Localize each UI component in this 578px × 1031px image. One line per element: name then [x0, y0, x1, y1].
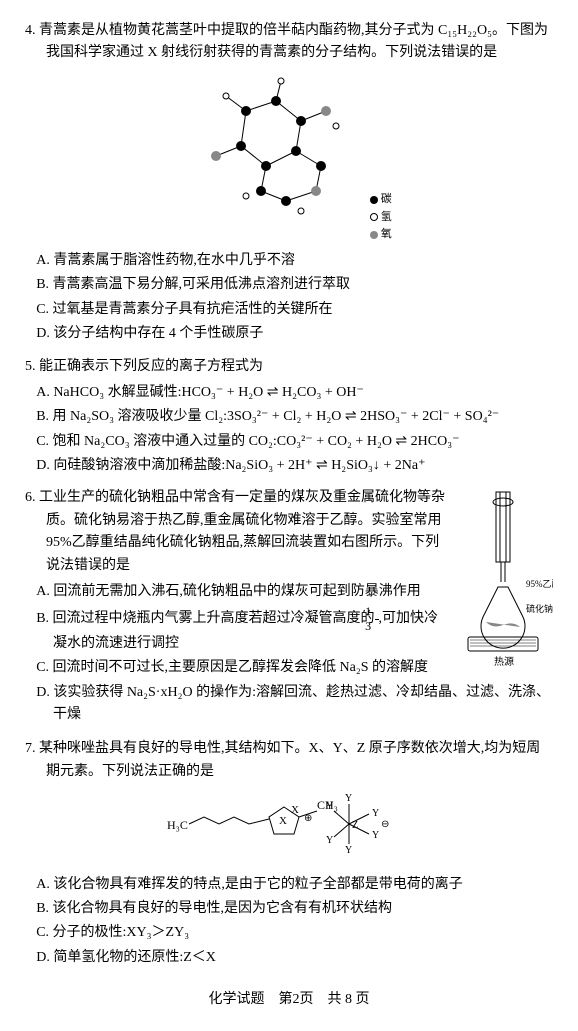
q7-stem: 7. 某种咪唑盐具有良好的导电性,其结构如下。X、Y、Z 原子序数依次增大,均为…: [25, 738, 553, 783]
imidazolium-structure: X X ⊕ H₃C CH₃ YY YY YY Z ⊖: [159, 789, 419, 859]
svg-text:Y: Y: [372, 830, 379, 841]
svg-text:Y: Y: [326, 835, 333, 846]
q6-stem-text: 工业生产的硫化钠粗品中常含有一定量的煤灰及重金属硫化物等杂质。硫化钠易溶于热乙醇…: [39, 490, 445, 572]
q6-b-pre: B. 回流过程中烧瓶内气雾上升高度若超过冷凝管高度的: [36, 611, 374, 626]
page-footer: 化学试题 第2页 共 8 页: [25, 989, 553, 1011]
q7-fig-left: H₃C: [167, 818, 188, 832]
q4-stem-text: 青蒿素是从植物黄花蒿茎叶中提取的倍半萜内酯药物,其分子式为 C₁₅H₂₂O₅。下…: [39, 23, 548, 60]
q6-fig-label-sample: 硫化钠粗品: [526, 603, 553, 614]
legend-oxygen: 氧: [381, 228, 392, 240]
svg-text:Y: Y: [345, 793, 352, 804]
q4-number: 4.: [25, 23, 36, 38]
legend-hydrogen: 氢: [381, 211, 392, 223]
artemisinin-structure: [186, 71, 366, 221]
question-7: 7. 某种咪唑盐具有良好的导电性,其结构如下。X、Y、Z 原子序数依次增大,均为…: [25, 738, 553, 969]
q4-option-d: D. 该分子结构中存在 4 个手性碳原子: [25, 323, 553, 345]
svg-text:Y: Y: [345, 845, 352, 856]
svg-text:⊖: ⊖: [381, 819, 389, 830]
q7-figure: X X ⊕ H₃C CH₃ YY YY YY Z ⊖: [25, 789, 553, 867]
legend-carbon: 碳: [381, 193, 392, 205]
q5-option-b: B. 用 Na₂SO₃ 溶液吸收少量 Cl₂:3SO₃²⁻ + Cl₂ + H₂…: [25, 406, 553, 428]
q4-option-b: B. 青蒿素高温下易分解,可采用低沸点溶剂进行萃取: [25, 274, 553, 296]
svg-text:Y: Y: [372, 808, 379, 819]
question-5: 5. 能正确表示下列反应的离子方程式为 A. NaHCO₃ 水解显碱性:HCO₃…: [25, 356, 553, 478]
q4-figure: 碳 氢 氧: [25, 71, 553, 244]
svg-text:X: X: [291, 804, 299, 816]
q4-stem: 4. 青蒿素是从植物黄花蒿茎叶中提取的倍半萜内酯药物,其分子式为 C₁₅H₂₂O…: [25, 20, 553, 65]
q5-number: 5.: [25, 359, 36, 374]
svg-text:Z: Z: [352, 820, 358, 831]
q5-stem: 5. 能正确表示下列反应的离子方程式为: [25, 356, 553, 378]
q6-option-d: D. 该实验获得 Na₂S·xH₂O 的操作为:溶解回流、趁热过滤、冷却结晶、过…: [25, 682, 553, 727]
question-6: 95%乙醇 硫化钠粗品 热源 6. 工业生产的硫化钠粗品中常含有一定量的煤灰及重…: [25, 487, 553, 728]
q7-option-c: C. 分子的极性:XY₃＞ZY₃: [25, 922, 553, 944]
q4-option-a: A. 青蒿素属于脂溶性药物,在水中几乎不溶: [25, 250, 553, 272]
q6-fig-label-ethanol: 95%乙醇: [526, 578, 553, 589]
q7-option-a: A. 该化合物具有难挥发的特点,是由于它的粒子全部都是带电荷的离子: [25, 874, 553, 896]
svg-text:X: X: [279, 815, 287, 827]
q6-fig-label-heat: 热源: [494, 655, 514, 668]
q7-option-b: B. 该化合物具有良好的导电性,是因为它含有有机环状结构: [25, 898, 553, 920]
q7-number: 7.: [25, 741, 36, 756]
q4-option-c: C. 过氧基是青蒿素分子具有抗疟活性的关键所在: [25, 299, 553, 321]
q5-option-d: D. 向硅酸钠溶液中滴加稀盐酸:Na₂SiO₃ + 2H⁺ ⇌ H₂SiO₃↓ …: [25, 455, 553, 477]
q5-option-a: A. NaHCO₃ 水解显碱性:HCO₃⁻ + H₂O ⇌ H₂CO₃ + OH…: [25, 382, 553, 404]
q7-option-d: D. 简单氢化物的还原性:Z＜X: [25, 947, 553, 969]
q6-figure: 95%乙醇 硫化钠粗品 热源: [458, 487, 553, 680]
q5-stem-text: 能正确表示下列反应的离子方程式为: [39, 359, 263, 374]
q4-legend: 碳 氢 氧: [370, 191, 392, 244]
q5-option-c: C. 饱和 Na₂CO₃ 溶液中通入过量的 CO₂:CO₃²⁻ + CO₂ + …: [25, 431, 553, 453]
question-4: 4. 青蒿素是从植物黄花蒿茎叶中提取的倍半萜内酯药物,其分子式为 C₁₅H₂₂O…: [25, 20, 553, 346]
q7-stem-text: 某种咪唑盐具有良好的导电性,其结构如下。X、Y、Z 原子序数依次增大,均为短周期…: [39, 741, 540, 778]
q6-number: 6.: [25, 490, 36, 505]
svg-text:Y: Y: [326, 801, 333, 812]
reflux-apparatus: 95%乙醇 硫化钠粗品 热源: [458, 487, 553, 672]
